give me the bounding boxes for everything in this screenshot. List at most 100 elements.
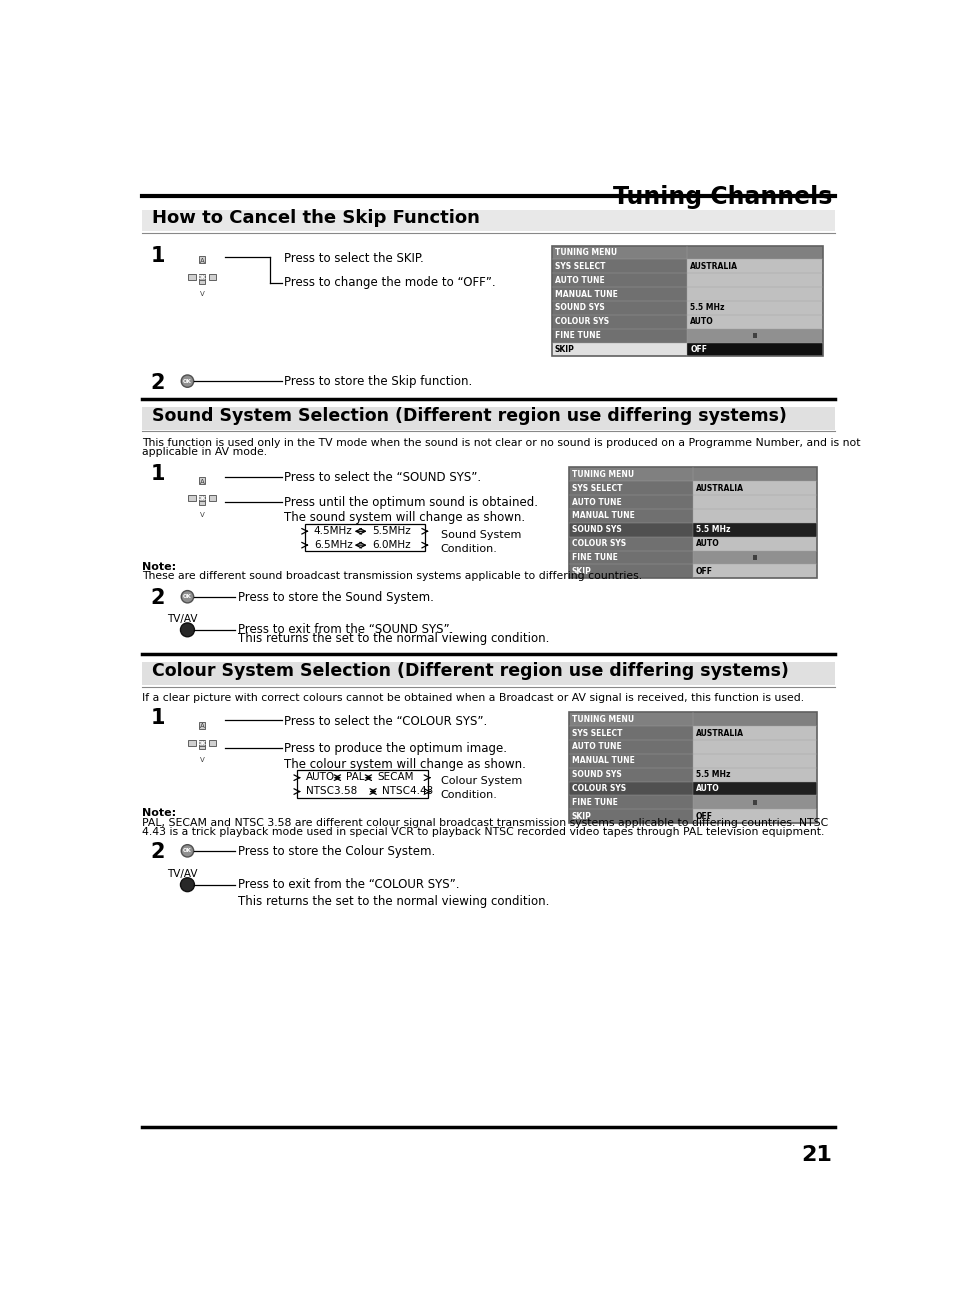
Text: 5.5 MHz: 5.5 MHz — [690, 303, 724, 312]
Bar — [568, 726, 692, 740]
Bar — [568, 468, 816, 578]
Bar — [199, 255, 205, 263]
Text: Colour System Selection (Different region use differing systems): Colour System Selection (Different regio… — [152, 662, 788, 680]
Text: FINE TUNE: FINE TUNE — [571, 798, 618, 807]
Text: PAL: PAL — [346, 772, 364, 783]
Text: Press to select the SKIP.: Press to select the SKIP. — [284, 251, 424, 264]
Text: AUTO: AUTO — [306, 772, 335, 783]
Text: Note:: Note: — [142, 809, 176, 819]
Bar — [752, 800, 756, 805]
Text: TV/AV: TV/AV — [167, 614, 197, 625]
Text: OFF: OFF — [695, 811, 712, 820]
Text: TUNING MENU: TUNING MENU — [571, 714, 634, 723]
Text: The sound system will change as shown.: The sound system will change as shown. — [284, 511, 525, 525]
Circle shape — [181, 845, 193, 857]
Bar — [568, 481, 692, 495]
Bar — [188, 495, 195, 502]
Text: Press to select the “COLOUR SYS”.: Press to select the “COLOUR SYS”. — [284, 714, 487, 727]
Text: OK: OK — [183, 849, 192, 853]
Text: OK: OK — [197, 275, 207, 280]
Text: If a clear picture with correct colours cannot be obtained when a Broadcast or A: If a clear picture with correct colours … — [142, 693, 803, 702]
Text: SYS SELECT: SYS SELECT — [571, 728, 621, 737]
Text: 2: 2 — [150, 842, 165, 862]
Bar — [692, 481, 816, 495]
Bar — [692, 509, 816, 522]
Text: NTSC3.58: NTSC3.58 — [306, 787, 357, 796]
Bar — [568, 495, 692, 509]
Bar — [568, 468, 692, 481]
Text: SOUND SYS: SOUND SYS — [571, 525, 621, 534]
Text: COLOUR SYS: COLOUR SYS — [571, 539, 625, 548]
Text: 6.0MHz: 6.0MHz — [372, 539, 410, 550]
Text: MANUAL TUNE: MANUAL TUNE — [571, 757, 634, 765]
Text: This function is used only in the TV mode when the sound is not clear or no soun: This function is used only in the TV mod… — [142, 438, 861, 448]
Bar — [568, 809, 692, 823]
Bar — [752, 555, 756, 560]
Bar — [199, 743, 205, 749]
Text: AUTO TUNE: AUTO TUNE — [571, 743, 621, 752]
Text: 1: 1 — [150, 464, 165, 483]
Bar — [209, 740, 216, 746]
Bar — [568, 713, 692, 726]
Text: Press to select the “SOUND SYS”.: Press to select the “SOUND SYS”. — [284, 472, 481, 485]
Bar — [297, 770, 427, 798]
Circle shape — [180, 877, 194, 892]
Bar — [753, 333, 757, 338]
Bar — [568, 537, 692, 551]
Text: 4.5MHz: 4.5MHz — [314, 526, 353, 535]
Text: These are different sound broadcast transmission systems applicable to differing: These are different sound broadcast tran… — [142, 572, 642, 582]
Text: MANUAL TUNE: MANUAL TUNE — [555, 289, 617, 298]
Bar — [142, 407, 835, 430]
Text: Press to produce the optimum image.: Press to produce the optimum image. — [284, 743, 507, 756]
Bar — [199, 498, 205, 504]
Bar — [199, 276, 205, 284]
Bar — [692, 522, 816, 537]
Bar — [568, 522, 692, 537]
Text: AUTO: AUTO — [695, 784, 719, 793]
Text: Sound System Selection (Different region use differing systems): Sound System Selection (Different region… — [152, 407, 786, 425]
Text: A: A — [199, 723, 204, 730]
Bar — [686, 273, 822, 288]
Bar — [692, 495, 816, 509]
Text: 1: 1 — [150, 709, 165, 728]
Bar — [199, 495, 205, 502]
Bar — [551, 246, 822, 356]
Text: 5.5 MHz: 5.5 MHz — [695, 770, 730, 779]
Text: OK: OK — [183, 595, 192, 599]
Text: The colour system will change as shown.: The colour system will change as shown. — [284, 758, 526, 771]
Bar — [551, 301, 686, 315]
Bar — [305, 524, 425, 551]
Bar — [209, 495, 216, 502]
Bar — [692, 713, 816, 726]
Text: NTSC4.43: NTSC4.43 — [381, 787, 433, 796]
Text: Press until the optimum sound is obtained.: Press until the optimum sound is obtaine… — [284, 496, 537, 509]
Text: SECAM: SECAM — [377, 772, 414, 783]
Text: Press to change the mode to “OFF”.: Press to change the mode to “OFF”. — [284, 276, 496, 289]
Text: AUTO TUNE: AUTO TUNE — [555, 276, 604, 285]
Text: SKIP: SKIP — [571, 811, 591, 820]
Text: 6.5MHz: 6.5MHz — [314, 539, 353, 550]
Bar — [199, 722, 205, 730]
Bar — [692, 551, 816, 564]
Text: Note:: Note: — [142, 562, 176, 572]
Text: AUSTRALIA: AUSTRALIA — [695, 728, 743, 737]
Text: Press to store the Sound System.: Press to store the Sound System. — [237, 591, 434, 604]
Bar — [188, 273, 195, 280]
Text: How to Cancel the Skip Function: How to Cancel the Skip Function — [152, 210, 479, 227]
Text: 1: 1 — [150, 246, 165, 267]
Bar — [568, 713, 816, 823]
Bar — [692, 781, 816, 796]
Bar — [568, 781, 692, 796]
Text: 2: 2 — [150, 588, 165, 608]
Bar — [568, 551, 692, 564]
Bar — [692, 468, 816, 481]
Text: AUTO: AUTO — [695, 539, 719, 548]
Bar — [551, 315, 686, 329]
Bar — [551, 273, 686, 288]
Text: V: V — [199, 290, 204, 297]
Text: COLOUR SYS: COLOUR SYS — [555, 318, 608, 327]
Text: This returns the set to the normal viewing condition.: This returns the set to the normal viewi… — [237, 894, 549, 907]
Text: OK: OK — [183, 378, 192, 384]
Text: V: V — [199, 757, 204, 762]
Bar — [692, 726, 816, 740]
